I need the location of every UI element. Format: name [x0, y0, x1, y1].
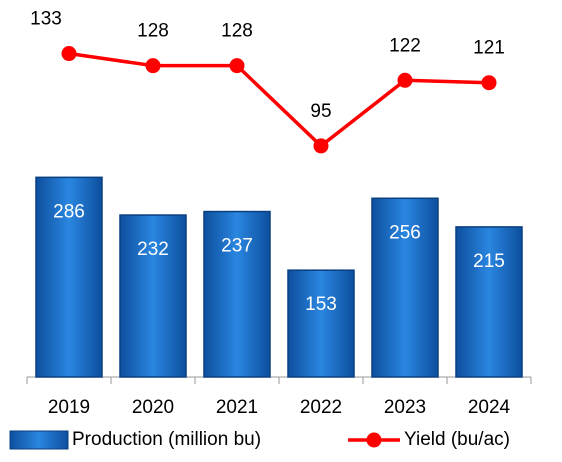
data-label: 133 — [30, 9, 62, 30]
data-label: 256 — [389, 222, 421, 243]
line-point — [61, 46, 77, 62]
bar — [119, 214, 187, 378]
line-point — [313, 138, 329, 154]
bar — [35, 176, 103, 378]
x-tick-label: 2019 — [48, 397, 90, 418]
legend-swatch — [366, 432, 382, 448]
data-label: 232 — [137, 239, 169, 260]
x-tick-label: 2021 — [216, 397, 258, 418]
data-label: 128 — [221, 21, 253, 42]
bar — [371, 197, 439, 378]
legend-label: Production (million bu) — [72, 429, 261, 450]
x-tick-label: 2023 — [384, 397, 426, 418]
x-tick-label: 2020 — [132, 397, 174, 418]
data-label: 95 — [310, 101, 331, 122]
data-label: 122 — [389, 35, 421, 56]
data-label: 121 — [473, 38, 505, 59]
data-label: 153 — [305, 294, 337, 315]
bar — [287, 269, 355, 378]
x-tick-label: 2022 — [300, 397, 342, 418]
data-label: 128 — [137, 21, 169, 42]
line-point — [397, 72, 413, 88]
line-point — [145, 58, 161, 74]
bar — [203, 210, 271, 378]
line-point — [481, 75, 497, 91]
data-label: 237 — [221, 236, 253, 257]
data-label: 215 — [473, 251, 505, 272]
x-tick-label: 2024 — [468, 397, 511, 418]
legend-label: Yield (bu/ac) — [404, 429, 510, 450]
line-point — [229, 58, 245, 74]
line — [68, 51, 490, 149]
bar — [455, 226, 523, 378]
legend-swatch — [9, 430, 69, 450]
data-label: 286 — [53, 201, 85, 222]
